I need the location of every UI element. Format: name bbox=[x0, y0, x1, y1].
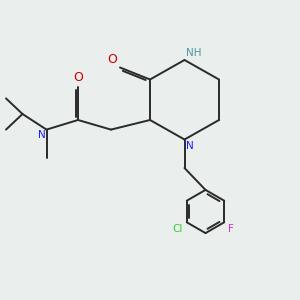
Text: O: O bbox=[73, 71, 83, 84]
Text: N: N bbox=[38, 130, 46, 140]
Text: Cl: Cl bbox=[173, 224, 183, 234]
Text: F: F bbox=[228, 224, 234, 234]
Text: NH: NH bbox=[186, 48, 202, 58]
Text: O: O bbox=[107, 53, 117, 66]
Text: N: N bbox=[186, 141, 194, 151]
